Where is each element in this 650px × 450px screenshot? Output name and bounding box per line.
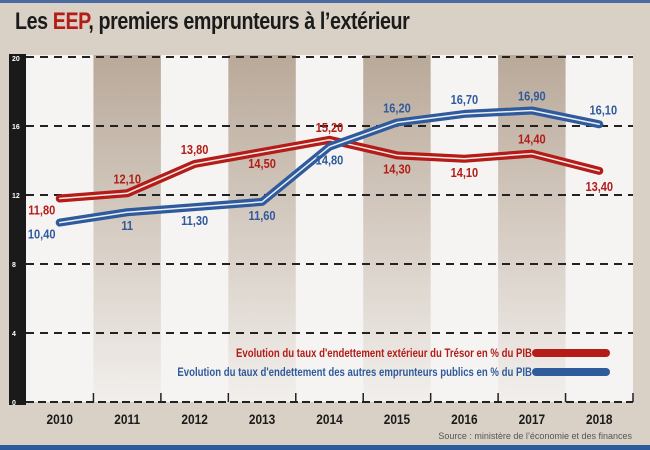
y-tick-label: 8 <box>12 262 16 269</box>
data-label: 16,70 <box>451 92 479 107</box>
x-tick-label: 2016 <box>451 411 477 427</box>
data-label: 11,60 <box>249 208 276 223</box>
x-tick-label: 2015 <box>384 411 410 427</box>
x-tick-label: 2012 <box>181 411 207 427</box>
y-tick-label: 20 <box>12 56 20 63</box>
x-tick-label: 2011 <box>114 411 140 427</box>
bottom-border <box>0 445 650 450</box>
series-line-highlight <box>58 139 601 200</box>
legend-label: Evolution du taux d'endettement extérieu… <box>236 347 532 360</box>
data-label: 12,10 <box>113 171 141 186</box>
y-tick-label: 0 <box>12 400 16 407</box>
data-label: 11,30 <box>181 213 208 228</box>
data-label: 14,80 <box>316 153 344 168</box>
data-label: 14,50 <box>248 156 276 171</box>
legend-label: Evolution du taux d'endettement des autr… <box>177 366 532 379</box>
series-line-highlight <box>58 109 601 224</box>
data-label: 14,10 <box>451 165 479 180</box>
title-prefix: Les <box>15 8 53 35</box>
data-label: 15,20 <box>316 120 344 135</box>
y-tick-label: 16 <box>12 124 20 131</box>
top-border <box>0 0 650 3</box>
chart-title: Les EEP, premiers emprunteurs à l’extéri… <box>15 8 410 36</box>
x-tick-label: 2010 <box>46 411 72 427</box>
data-label: 16,20 <box>383 101 411 116</box>
x-tick-label: 2018 <box>586 411 612 427</box>
source-note: Source : ministère de l’économie et des … <box>438 431 632 441</box>
x-tick-label: 2013 <box>249 411 275 427</box>
data-label: 14,30 <box>383 161 411 176</box>
data-label: 13,40 <box>585 179 613 194</box>
x-tick-label: 2017 <box>519 411 545 427</box>
data-label: 11,80 <box>28 203 55 218</box>
shaded-column-2011 <box>93 55 161 402</box>
y-tick-label: 4 <box>12 331 16 338</box>
data-label: 13,80 <box>181 142 209 157</box>
data-label: 16,90 <box>518 89 546 104</box>
data-label: 14,40 <box>518 132 546 147</box>
shaded-column-2015 <box>363 55 431 402</box>
title-highlight: EEP <box>52 8 89 35</box>
x-tick-label: 2014 <box>316 411 343 427</box>
shaded-column-2013 <box>228 55 296 402</box>
title-suffix: , premiers emprunteurs à l’extérieur <box>88 8 410 35</box>
y-tick-label: 12 <box>12 193 20 200</box>
y-axis-bar <box>9 54 26 405</box>
data-label: 16,10 <box>589 102 617 117</box>
data-label: 11 <box>121 218 133 233</box>
data-label: 10,40 <box>28 227 56 242</box>
